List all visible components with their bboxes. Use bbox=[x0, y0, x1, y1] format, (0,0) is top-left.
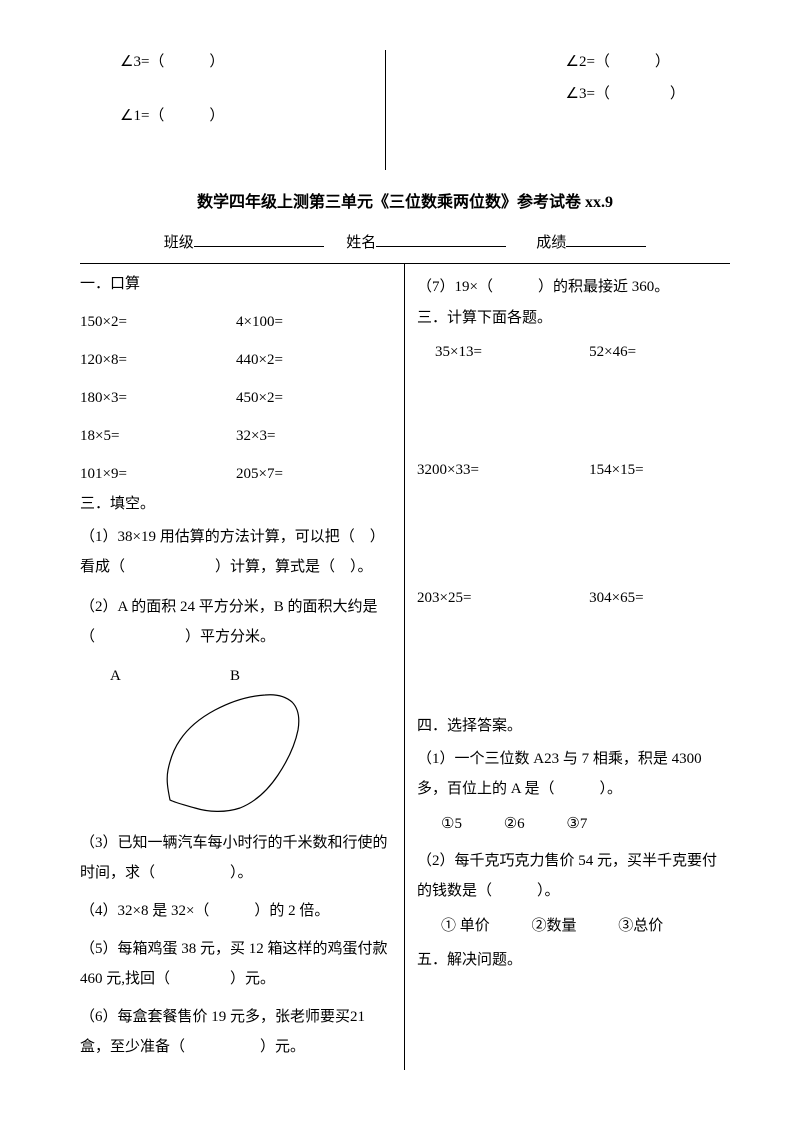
top-right-col: ∠2=（ ） ∠3=（ ） bbox=[386, 50, 731, 170]
fill-q1: （1）38×19 用估算的方法计算，可以把（ ）看成（ ）计算，算式是（ ）。 bbox=[80, 522, 392, 582]
class-label: 班级 bbox=[164, 235, 194, 251]
score-blank bbox=[566, 246, 646, 247]
calc-r2b: 154×15= bbox=[589, 458, 730, 482]
fill-q6: （6）每盒套餐售价 19 元多，张老师要买21 盒，至少准备（ ）元。 bbox=[80, 1002, 392, 1062]
name-label: 姓名 bbox=[346, 235, 376, 251]
fill-q4: （4）32×8 是 32×（ ）的 2 倍。 bbox=[80, 896, 392, 926]
calc-1a: 150×2= bbox=[80, 310, 236, 334]
calc-row-4: 18×5= 32×3= bbox=[80, 424, 392, 448]
calc-r3a: 203×25= bbox=[417, 586, 589, 610]
calc-3b: 450×2= bbox=[236, 386, 392, 410]
calc-2b: 440×2= bbox=[236, 348, 392, 372]
angle-3-right: ∠3=（ ） bbox=[566, 82, 731, 106]
section-4-title: 四．选择答案。 bbox=[417, 714, 730, 738]
calc-pair-2: 3200×33= 154×15= bbox=[417, 458, 730, 482]
section-3-title: 三．填空。 bbox=[80, 492, 392, 516]
c2-opt-2: ②数量 bbox=[532, 914, 577, 938]
c1-opt-3: ③7 bbox=[566, 812, 587, 836]
c1-opt-2: ②6 bbox=[504, 812, 525, 836]
calc-3a: 180×3= bbox=[80, 386, 236, 410]
figure-label-b: B bbox=[140, 662, 240, 688]
fill-q3: （3）已知一辆汽车每小时行的千米数和行使的时间，求（ ）。 bbox=[80, 828, 392, 888]
calc-4a: 18×5= bbox=[80, 424, 236, 448]
c2-opt-1: ① 单价 bbox=[441, 914, 490, 938]
choice-q2: （2）每千克巧克力售价 54 元，买半千克要付的钱数是（ ）。 bbox=[417, 846, 730, 906]
calc-r1a: 35×13= bbox=[417, 340, 589, 364]
calc-pair-3: 203×25= 304×65= bbox=[417, 586, 730, 610]
calc-4b: 32×3= bbox=[236, 424, 392, 448]
figure-label-a: A bbox=[80, 662, 140, 688]
c1-opt-1: ①5 bbox=[441, 812, 462, 836]
angle-2-right: ∠2=（ ） bbox=[566, 50, 731, 74]
fill-q7: （7）19×（ ）的积最接近 360。 bbox=[417, 272, 730, 302]
score-label: 成绩 bbox=[536, 235, 566, 251]
calc-5b: 205×7= bbox=[236, 462, 392, 486]
calc-1b: 4×100= bbox=[236, 310, 392, 334]
top-left-col: ∠3=（ ） ∠1=（ ） bbox=[80, 50, 386, 170]
calc-r2a: 3200×33= bbox=[417, 458, 589, 482]
right-column: （7）19×（ ）的积最接近 360。 三．计算下面各题。 35×13= 52×… bbox=[405, 264, 730, 1070]
header-fields: 班级 姓名 成绩 bbox=[80, 231, 730, 255]
angle-3-left: ∠3=（ ） bbox=[120, 50, 365, 74]
name-blank bbox=[376, 246, 506, 247]
class-blank bbox=[194, 246, 324, 247]
calc-2a: 120×8= bbox=[80, 348, 236, 372]
section-5-title: 五．解决问题。 bbox=[417, 948, 730, 972]
page-title: 数学四年级上测第三单元《三位数乘两位数》参考试卷 xx.9 bbox=[80, 190, 730, 216]
calc-pair-1: 35×13= 52×46= bbox=[417, 340, 730, 364]
figure-labels: A B bbox=[80, 662, 392, 688]
calc-row-1: 150×2= 4×100= bbox=[80, 310, 392, 334]
choice-q1: （1）一个三位数 A23 与 7 相乘，积是 4300多，百位上的 A 是（ ）… bbox=[417, 744, 730, 804]
section-calc-title: 三．计算下面各题。 bbox=[417, 306, 730, 330]
calc-r3b: 304×65= bbox=[589, 586, 730, 610]
calc-row-3: 180×3= 450×2= bbox=[80, 386, 392, 410]
fill-q5: （5）每箱鸡蛋 38 元，买 12 箱这样的鸡蛋付款 460 元,找回（ ）元。 bbox=[80, 934, 392, 994]
fill-q2: （2）A 的面积 24 平方分米，B 的面积大约是（ ）平方分米。 bbox=[80, 592, 392, 652]
main-content: 一．口算 150×2= 4×100= 120×8= 440×2= 180×3= … bbox=[80, 264, 730, 1070]
angle-1-left: ∠1=（ ） bbox=[120, 104, 365, 128]
calc-r1b: 52×46= bbox=[589, 340, 730, 364]
irregular-shape-figure bbox=[140, 690, 392, 828]
choice-q2-options: ① 单价 ②数量 ③总价 bbox=[417, 914, 730, 938]
left-column: 一．口算 150×2= 4×100= 120×8= 440×2= 180×3= … bbox=[80, 264, 405, 1070]
c2-opt-3: ③总价 bbox=[618, 914, 663, 938]
calc-5a: 101×9= bbox=[80, 462, 236, 486]
top-angle-section: ∠3=（ ） ∠1=（ ） ∠2=（ ） ∠3=（ ） bbox=[80, 50, 730, 170]
choice-q1-options: ①5 ②6 ③7 bbox=[417, 812, 730, 836]
calc-row-2: 120×8= 440×2= bbox=[80, 348, 392, 372]
section-1-title: 一．口算 bbox=[80, 272, 392, 296]
calc-row-5: 101×9= 205×7= bbox=[80, 462, 392, 486]
